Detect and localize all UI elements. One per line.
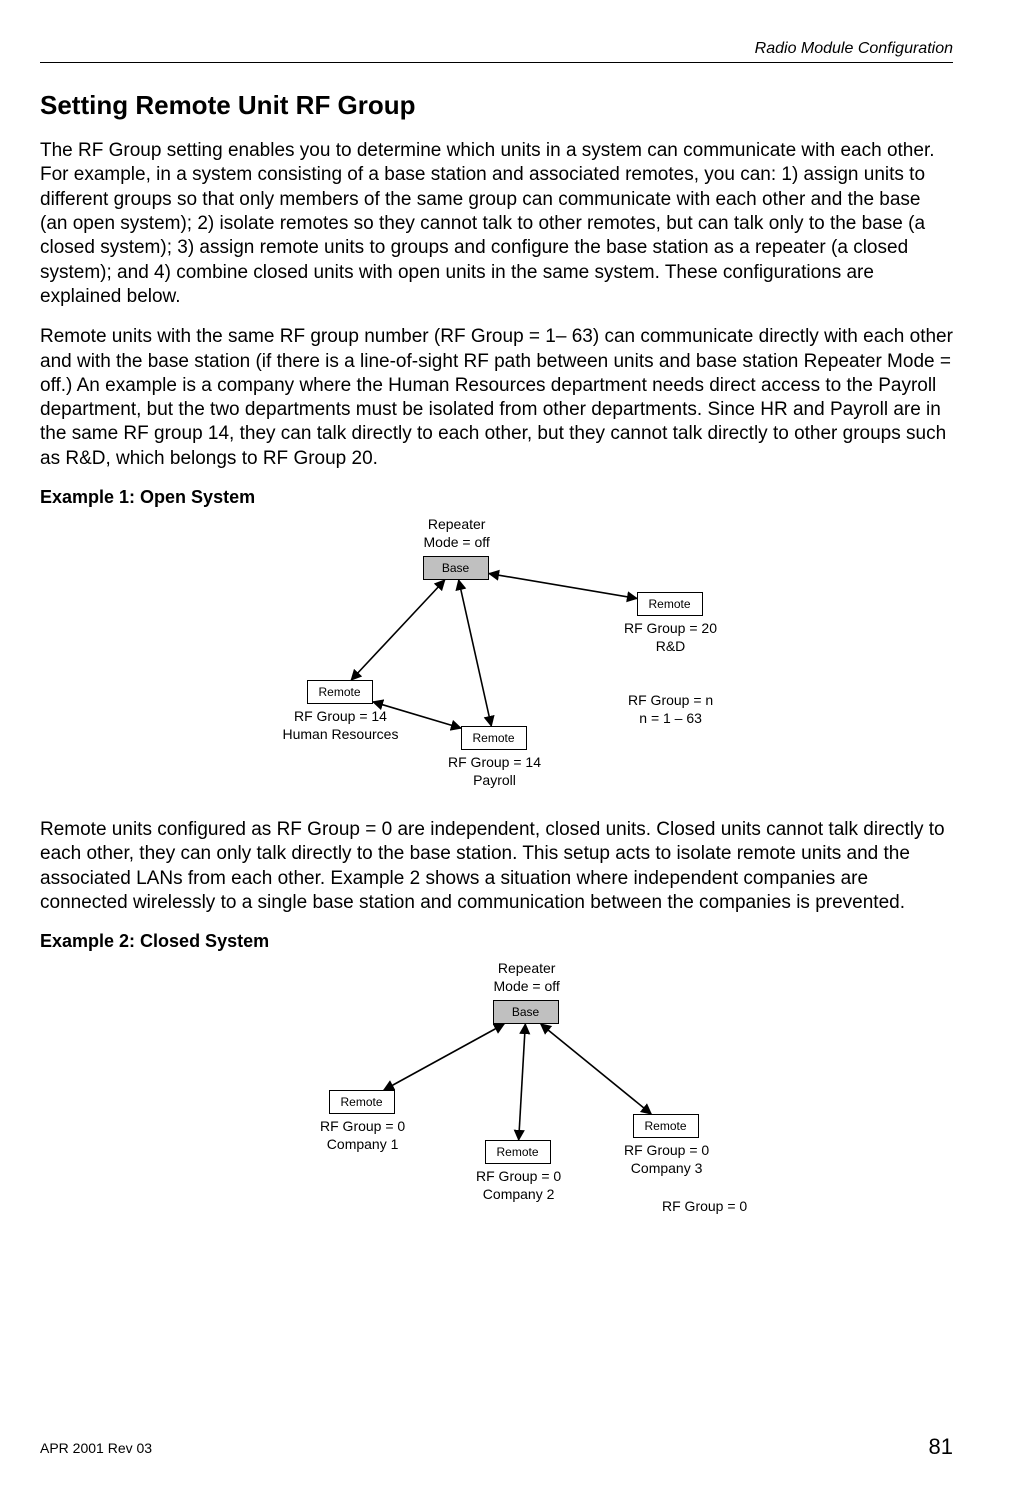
ex1-label-4: RF Group = nn = 1 – 63: [628, 692, 713, 727]
ex1-label-0: RepeaterMode = off: [424, 516, 490, 551]
ex2-label-2: RF Group = 0Company 2: [476, 1168, 561, 1203]
ex2-node-c2: Remote: [485, 1140, 551, 1164]
paragraph-2: Remote units with the same RF group numb…: [40, 325, 953, 471]
header-rule: [40, 62, 953, 63]
footer-revision: APR 2001 Rev 03: [40, 1440, 152, 1456]
ex1-label-1: RF Group = 14Human Resources: [283, 708, 399, 743]
ex2-edge-0: [383, 1024, 503, 1090]
ex1-node-hr: Remote: [307, 680, 373, 704]
diagram-closed-system: Base Remote Remote Remote RepeaterMode = off…: [40, 960, 953, 1220]
ex1-label-3: RF Group = 20R&D: [624, 620, 717, 655]
ex2-node-c1: Remote: [329, 1090, 395, 1114]
example1-heading: Example 1: Open System: [40, 487, 953, 508]
ex2-node-c3: Remote: [633, 1114, 699, 1138]
ex1-edge-1: [458, 580, 491, 726]
ex2-edge-2: [540, 1024, 651, 1114]
example2-heading: Example 2: Closed System: [40, 931, 953, 952]
diagram-open-system: Base Remote Remote Remote RepeaterMode = off…: [40, 516, 953, 806]
content-area: Setting Remote Unit RF Group The RF Grou…: [40, 90, 953, 1220]
paragraph-3: Remote units configured as RF Group = 0 …: [40, 818, 953, 915]
header-section-title: Radio Module Configuration: [755, 40, 953, 58]
ex2-label-1: RF Group = 0Company 1: [320, 1118, 405, 1153]
ex1-node-payroll: Remote: [461, 726, 527, 750]
ex1-edge-0: [351, 580, 445, 680]
ex2-label-0: RepeaterMode = off: [494, 960, 560, 995]
ex1-edge-2: [489, 574, 637, 599]
ex2-label-3: RF Group = 0Company 3: [624, 1142, 709, 1177]
paragraph-1: The RF Group setting enables you to dete…: [40, 139, 953, 309]
ex1-label-2: RF Group = 14Payroll: [448, 754, 541, 789]
footer-page-number: 81: [929, 1434, 953, 1460]
page: Radio Module Configuration Setting Remot…: [0, 0, 1013, 1496]
ex2-node-base: Base: [493, 1000, 559, 1024]
ex1-node-rnd: Remote: [637, 592, 703, 616]
ex2-edge-1: [518, 1024, 525, 1140]
ex2-label-4: RF Group = 0: [662, 1198, 747, 1216]
ex1-node-base: Base: [423, 556, 489, 580]
page-title: Setting Remote Unit RF Group: [40, 90, 953, 121]
